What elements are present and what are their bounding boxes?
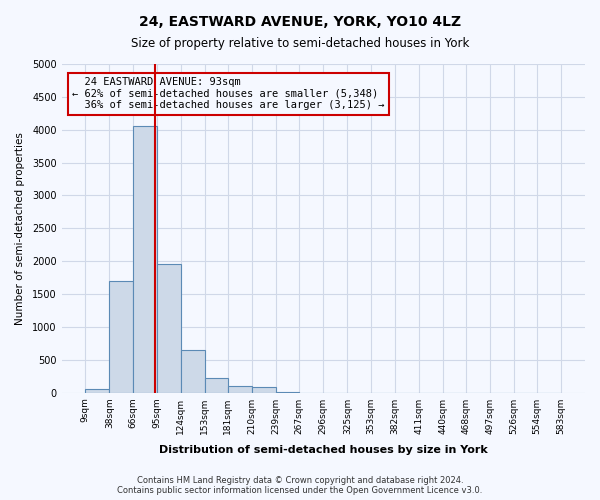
Bar xyxy=(109,281,133,392)
Bar xyxy=(157,264,181,392)
Text: 24 EASTWARD AVENUE: 93sqm  
← 62% of semi-detached houses are smaller (5,348)
  : 24 EASTWARD AVENUE: 93sqm ← 62% of semi-… xyxy=(72,77,385,110)
Bar xyxy=(228,386,252,392)
Bar xyxy=(85,390,109,392)
Bar xyxy=(205,378,228,392)
Bar xyxy=(252,388,276,392)
Text: Contains HM Land Registry data © Crown copyright and database right 2024.
Contai: Contains HM Land Registry data © Crown c… xyxy=(118,476,482,495)
Bar xyxy=(133,126,157,392)
Bar xyxy=(181,350,205,393)
Text: 24, EASTWARD AVENUE, YORK, YO10 4LZ: 24, EASTWARD AVENUE, YORK, YO10 4LZ xyxy=(139,15,461,29)
Y-axis label: Number of semi-detached properties: Number of semi-detached properties xyxy=(15,132,25,325)
X-axis label: Distribution of semi-detached houses by size in York: Distribution of semi-detached houses by … xyxy=(159,445,488,455)
Text: Size of property relative to semi-detached houses in York: Size of property relative to semi-detach… xyxy=(131,38,469,51)
